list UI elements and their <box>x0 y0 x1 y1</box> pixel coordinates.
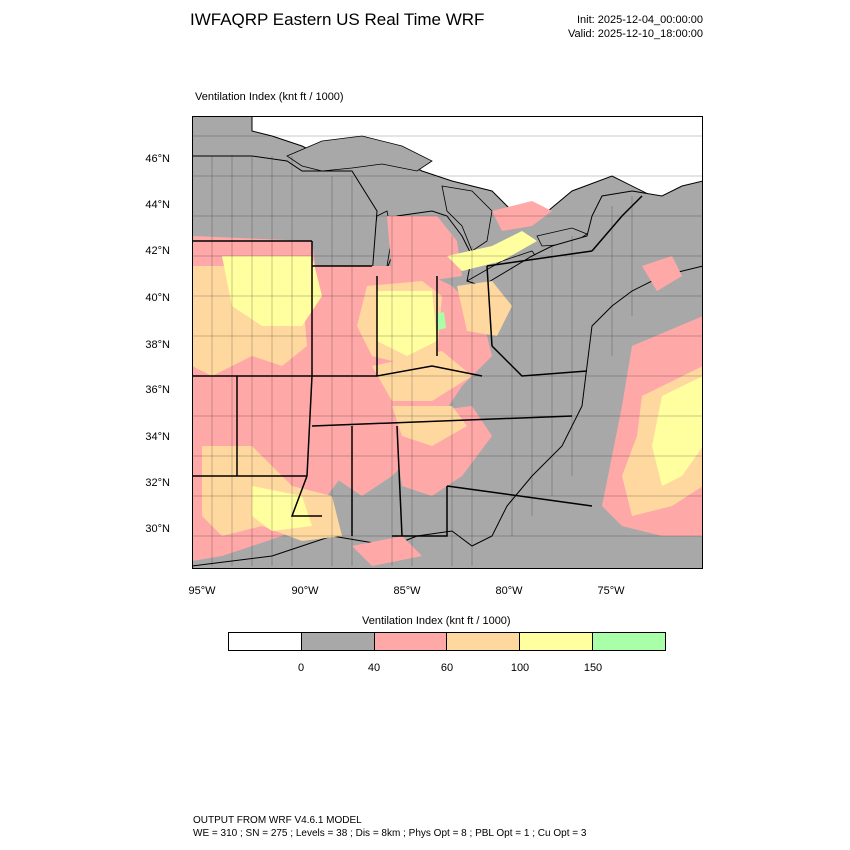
colorbar-tick-0: 0 <box>297 662 305 674</box>
lon-label-85: 85°W <box>393 585 421 597</box>
lat-label-46: 46°N <box>145 153 170 165</box>
lat-label-32: 32°N <box>145 477 170 489</box>
lake-huron <box>441 185 493 252</box>
lat-label-42: 42°N <box>145 245 170 257</box>
lon-label-75: 75°W <box>597 585 625 597</box>
colorbar-box-orange <box>447 633 521 650</box>
lat-label-38: 38°N <box>145 339 170 351</box>
colorbar-box-pink <box>374 633 448 650</box>
colorbar <box>228 632 666 651</box>
colorbar-box-green <box>593 633 665 650</box>
pink-region-michigan <box>387 216 462 281</box>
county-boundaries <box>192 135 703 566</box>
lat-label-44: 44°N <box>145 199 170 211</box>
pink-region-newengland <box>642 256 682 291</box>
model-info-line1: OUTPUT FROM WRF V4.6.1 MODEL <box>193 815 362 826</box>
colorbar-box-yellow <box>520 633 594 650</box>
colorbar-title: Ventilation Index (knt ft / 1000) <box>362 615 511 627</box>
lat-label-36: 36°N <box>145 384 170 396</box>
yellow-region-ontario <box>447 231 537 271</box>
field-label: Ventilation Index (knt ft / 1000) <box>195 91 344 103</box>
colorbar-tick-100: 100 <box>510 662 530 674</box>
lon-label-80: 80°W <box>495 585 523 597</box>
colorbar-tick-60: 60 <box>440 662 454 674</box>
model-info-line2: WE = 310 ; SN = 275 ; Levels = 38 ; Dis … <box>193 828 587 839</box>
lat-label-34: 34°N <box>145 431 170 443</box>
lake-superior <box>286 135 433 172</box>
init-time: Init: 2025-12-04_00:00:00 <box>577 14 703 26</box>
colorbar-tick-150: 150 <box>583 662 603 674</box>
yellow-region-atlantic <box>652 376 703 486</box>
colorbar-box-gray <box>301 633 375 650</box>
map-frame <box>192 116 703 569</box>
colorbar-box-white <box>229 633 302 650</box>
ventilation-index-map <box>192 116 703 569</box>
orange-region-ohio <box>457 281 512 336</box>
lat-label-40: 40°N <box>145 292 170 304</box>
lon-label-90: 90°W <box>291 585 319 597</box>
pink-region-gulf <box>352 536 422 566</box>
yellow-region-louisiana <box>252 486 312 531</box>
valid-time: Valid: 2025-12-10_18:00:00 <box>568 28 703 40</box>
lat-label-30: 30°N <box>145 523 170 535</box>
green-region-ohio <box>436 312 446 330</box>
colorbar-tick-40: 40 <box>367 662 381 674</box>
plot-title: IWFAQRP Eastern US Real Time WRF <box>190 10 485 29</box>
lon-label-95: 95°W <box>188 585 216 597</box>
